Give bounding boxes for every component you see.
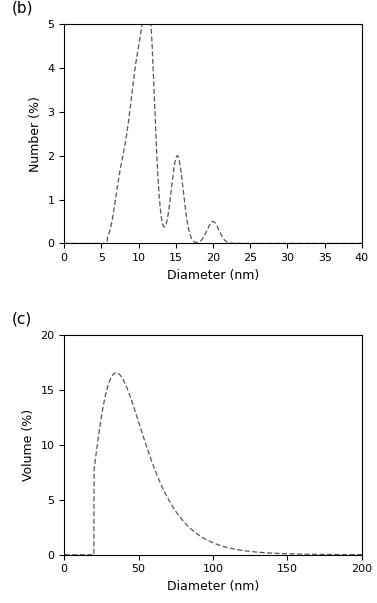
Text: (b): (b)	[12, 1, 34, 15]
Text: (c): (c)	[12, 312, 32, 327]
Y-axis label: Volume (%): Volume (%)	[22, 409, 35, 481]
Y-axis label: Number (%): Number (%)	[29, 96, 42, 172]
X-axis label: Diameter (nm): Diameter (nm)	[167, 580, 259, 593]
X-axis label: Diameter (nm): Diameter (nm)	[167, 269, 259, 282]
